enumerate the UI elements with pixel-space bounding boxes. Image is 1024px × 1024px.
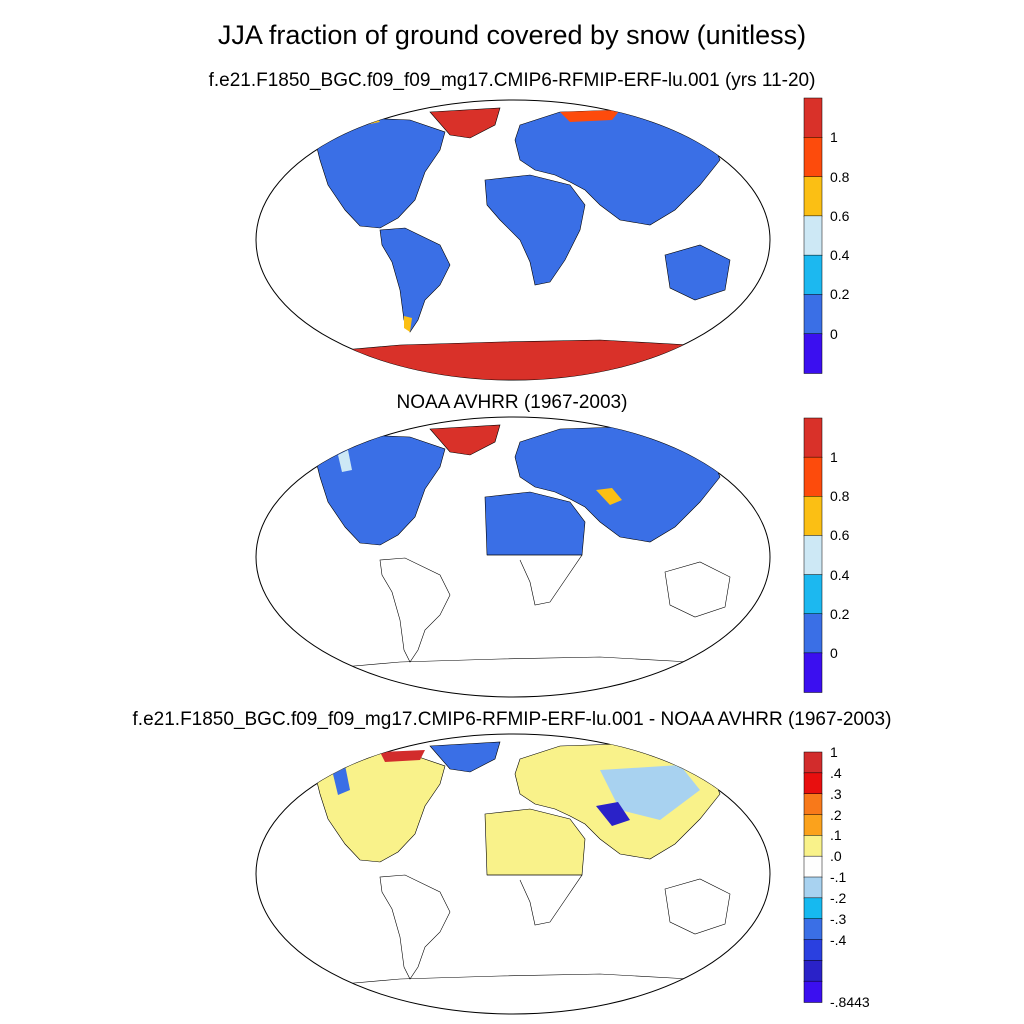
diff-siberia-negative [600,765,700,820]
land-greenland [429,424,501,456]
land-antarctica-outline [319,973,691,987]
colorbar-tick-label: -.4 [830,931,847,948]
colorbar-tick-label: 0.6 [830,527,850,544]
colorbar-segment [803,456,823,498]
colorbar-segment [803,918,823,941]
colorbar-segment [803,137,823,178]
colorbar-segment [803,215,823,256]
diff-rockies-negative [332,765,350,795]
colorbar-tick-label: .2 [830,806,842,823]
colorbar-tick-label: 1 [830,129,838,146]
panel-title-model: f.e21.F1850_BGC.f09_f09_mg17.CMIP6-RFMIP… [208,70,816,91]
land-australia-outline [664,561,731,618]
colorbar-tick-label: 0.6 [830,207,850,224]
colorbar-tick-label: 1 [830,744,838,760]
colorbar-tick-label: 0.4 [830,566,850,583]
land-north-america [311,117,446,229]
colorbar-segment [803,417,823,458]
land-australia [664,244,731,301]
land-north-africa [484,808,586,876]
colorbar-tick-label: .1 [830,827,842,844]
colorbar-tick-label: .4 [830,764,842,781]
map-panel-model [255,99,771,381]
colorbar-segment [803,496,823,537]
colorbar-model [803,97,823,374]
colorbar-segment [803,835,823,857]
colorbar-segment [803,574,823,615]
land-south-america-outline [379,557,451,663]
colorbar-tick-label: 0.2 [830,605,850,622]
land-africa [484,174,586,286]
map-panel-obs [255,416,771,698]
land-south-america-outline [379,874,451,980]
colorbar-segment [803,814,823,837]
colorbar-segment [803,751,823,774]
colorbar-tick-label: -.2 [830,889,847,906]
land-antarctica-outline [319,656,691,670]
colorbar-tick-label: .0 [830,848,842,865]
colorbar-tick-label: .3 [830,785,842,802]
colorbar-segment [803,652,823,693]
colorbar-segment [803,793,823,816]
colorbar-segment [803,960,823,982]
map-panel-diff [255,733,771,1015]
figure-title: JJA fraction of ground covered by snow (… [217,20,807,50]
land-greenland [429,741,501,773]
snow-tibet [596,488,622,505]
land-africa-south-outline [487,874,583,926]
colorbar-segment [803,613,823,654]
land-greenland [429,107,501,139]
colorbar-tick-label: 0.4 [830,247,850,264]
colorbar-diff [803,751,823,1003]
colorbar-segment [803,939,823,962]
panel-title-obs: NOAA AVHRR (1967-2003) [396,392,628,413]
colorbar-segment [803,254,823,296]
land-australia-outline [664,878,731,935]
snow-andes [404,316,412,332]
snow-rockies [338,450,352,472]
snow-scandinavia [560,110,620,122]
colorbar-segment [803,876,823,899]
land-south-america [379,227,451,333]
colorbar-tick-label: 0.8 [830,168,850,185]
colorbar-segment [803,176,823,217]
diff-arctic-positive [380,750,425,762]
colorbar-segment [803,333,823,374]
colorbar-tick-label: 0 [830,644,838,661]
colorbar-tick-label: -.3 [830,910,847,927]
colorbar-segment [803,772,823,795]
colorbar-segment [803,535,823,576]
colorbar-tick-label: 0.2 [830,286,850,303]
colorbar-tick-label: 1 [830,449,838,466]
colorbar-obs [803,417,823,693]
diff-tibet-negative [596,802,630,826]
colorbar-segment [803,294,823,335]
colorbar-segment [803,97,823,139]
colorbar-segment [803,897,823,920]
colorbar-tick-label: -.1 [830,869,847,885]
colorbar-tick-label: 0.8 [830,488,850,505]
colorbar-tick-label: -.8443 [830,994,870,1010]
colorbar-segment [803,855,823,878]
panel-title-diff: f.e21.F1850_BGC.f09_f09_mg17.CMIP6-RFMIP… [132,709,892,730]
colorbar-tick-label: 0 [830,325,838,342]
land-africa-south-outline [487,554,583,606]
colorbar-segment [803,980,823,1003]
